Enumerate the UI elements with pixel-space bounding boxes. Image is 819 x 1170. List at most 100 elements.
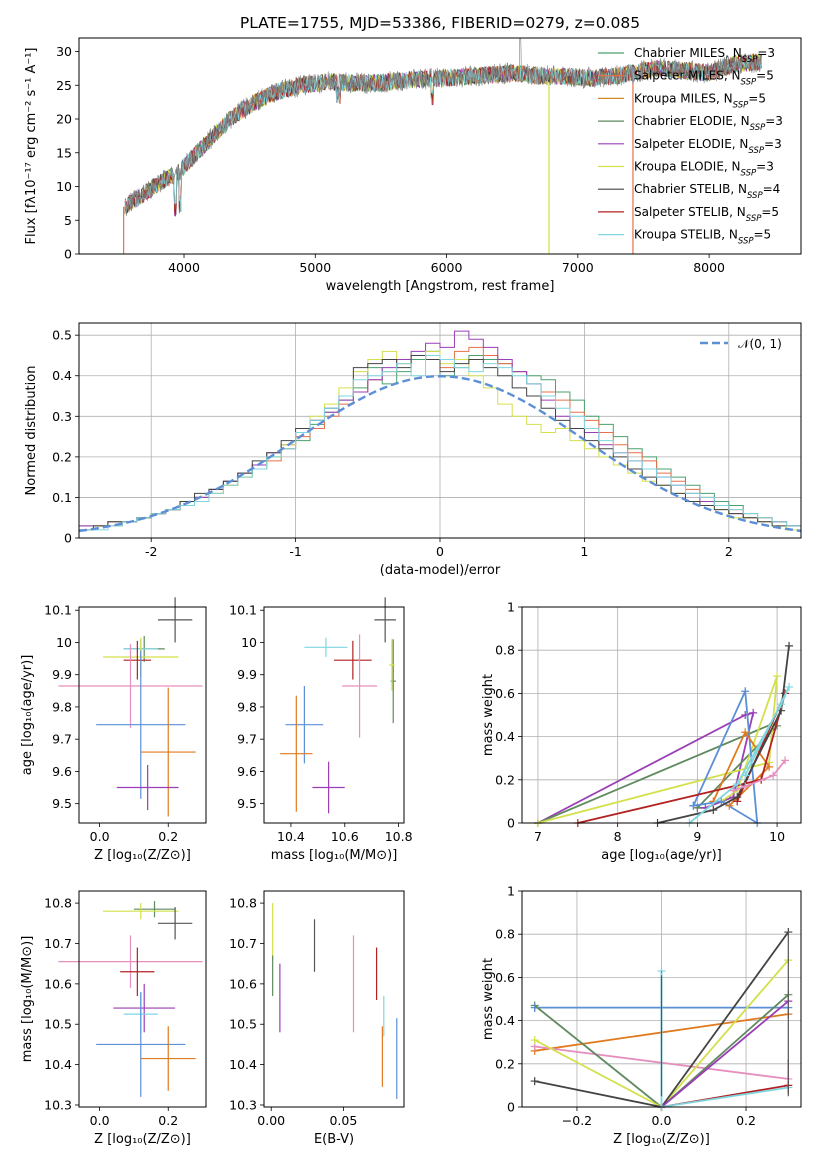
y-tick-label: 0.8	[495, 927, 515, 942]
mass-weight-vs-age-panel: 7 8 9 10 0 0.2 0.4 0.6 0.8 1 age [log₁₀(age/yr)] ma…	[481, 600, 802, 863]
x-tick-label: 0.0	[90, 829, 110, 844]
y-tick-label: 1	[507, 600, 515, 615]
y-tick-label: 9.5	[52, 796, 72, 811]
y-tick-label: 0.8	[495, 643, 515, 658]
y-tick-label: 9.7	[52, 732, 72, 747]
x-axis-label: (data-model)/error	[380, 563, 501, 578]
mass-weight-marker	[741, 728, 750, 737]
y-tick-label: 0	[64, 531, 72, 546]
x-axis-label: Z [log₁₀(Z/Z⊙)]	[94, 1132, 191, 1147]
mass-weight-marker	[530, 1077, 539, 1086]
y-axis-label: mass weight	[481, 958, 496, 1040]
y-tick-label: 30	[56, 44, 72, 59]
y-tick-label: 10.3	[229, 1097, 257, 1112]
x-tick-label: 0	[436, 544, 444, 559]
x-tick-label: 0.0	[652, 1113, 672, 1128]
mass-weight-marker	[709, 806, 718, 815]
histogram-step-line	[78, 354, 802, 538]
mass-weight-marker	[785, 641, 794, 650]
mass-vs-metallicity-panel: 0.0 0.2 10.3 10.4 10.5 10.6 10.7 10.8 Z [log₁₀(Z…	[20, 890, 207, 1147]
x-tick-label: 8	[614, 829, 622, 844]
y-tick-label: 5	[64, 213, 72, 228]
mass-weight-marker	[530, 1036, 539, 1045]
axes-frame	[263, 606, 405, 824]
x-axis-label: E(B-V)	[314, 1132, 354, 1147]
y-tick-label: 10	[241, 635, 257, 650]
x-tick-label: 9	[693, 829, 701, 844]
histogram-step-line	[78, 354, 802, 538]
y-tick-label: 10.4	[44, 1057, 72, 1072]
mass-weight-marker	[785, 682, 794, 691]
axes-frame	[521, 606, 802, 824]
y-tick-label: 10	[56, 635, 72, 650]
y-tick-label: 10	[56, 179, 72, 194]
mass-weight-line	[660, 1000, 789, 1108]
legend-label: Kroupa ELODIE, NSSP=3	[634, 160, 774, 179]
legend-label: Salpeter MILES, NSSP=5	[634, 69, 774, 88]
axes-frame	[521, 890, 802, 1108]
y-tick-label: 10.1	[229, 603, 257, 618]
mass-weight-marker	[741, 782, 750, 791]
x-tick-label: 10.4	[277, 829, 305, 844]
legend-label: 𝒩(0, 1)	[738, 337, 782, 351]
mass-weight-marker	[749, 708, 758, 717]
y-tick-label: 0.6	[495, 686, 515, 701]
x-tick-label: 10.6	[331, 829, 359, 844]
y-tick-label: 1	[507, 884, 515, 899]
y-tick-label: 10.7	[44, 936, 72, 951]
mass-weight-marker	[769, 771, 778, 780]
mass-weight-marker	[741, 687, 750, 696]
x-tick-label: 0.05	[329, 1113, 357, 1128]
axes-frame	[78, 322, 802, 539]
mass-vs-extinction-panel: 0.00 0.05 10.3 10.4 10.5 10.6 10.7 10.8 E(B-V)	[229, 890, 405, 1147]
y-tick-label: 25	[56, 78, 72, 93]
y-tick-label: 0	[64, 247, 72, 262]
legend-label: Kroupa STELIB, NSSP=5	[634, 228, 771, 247]
y-tick-label: 0.4	[495, 1013, 515, 1028]
x-tick-label: 7	[534, 829, 542, 844]
y-tick-label: 9.5	[237, 796, 257, 811]
mass-weight-marker	[717, 797, 726, 806]
x-axis-label: Z [log₁₀(Z/Z⊙)]	[613, 1132, 710, 1147]
y-tick-label: 10.5	[229, 1017, 257, 1032]
y-tick-label: 10.6	[229, 976, 257, 991]
mass-weight-vs-metallicity-panel: −0.2 0.0 0.2 0 0.2 0.4 0.6 0.8 1 Z [log₁₀(Z/Z⊙)] m…	[481, 884, 802, 1147]
x-tick-label: 7000	[562, 260, 594, 275]
y-tick-label: 0	[507, 816, 515, 831]
gaussian-curve	[78, 374, 802, 533]
x-tick-label: 8000	[693, 260, 725, 275]
x-tick-label: 4000	[168, 260, 200, 275]
mass-weight-marker	[733, 780, 742, 789]
y-axis-label: age [log₁₀(age/yr)]	[20, 655, 35, 776]
y-tick-label: 0.1	[52, 490, 72, 505]
y-tick-label: 9.9	[52, 667, 72, 682]
y-tick-label: 20	[56, 112, 72, 127]
age-vs-mass-panel: 10.4 10.6 10.8 9.5 9.6 9.7 9.8 9.9 10 10.1 mass [l…	[229, 597, 413, 863]
y-tick-label: 15	[56, 145, 72, 160]
y-tick-label: 9.6	[52, 764, 72, 779]
x-tick-label: 10	[769, 829, 785, 844]
x-tick-label: 6000	[431, 260, 463, 275]
y-tick-label: 0.4	[495, 729, 515, 744]
spectrum-panel: 4000 5000 6000 7000 8000 0 5 10 15 20 25 30 waveleng…	[24, 14, 802, 294]
y-tick-label: 0.6	[495, 970, 515, 985]
x-tick-label: −0.2	[562, 1113, 592, 1128]
mass-weight-marker	[729, 786, 738, 795]
age-vs-metallicity-panel: 0.0 0.2 9.5 9.6 9.7 9.8 9.9 10 10.1 Z [log₁₀(Z/Z⊙…	[20, 597, 207, 863]
mass-weight-marker	[741, 771, 750, 780]
x-axis-label: age [log₁₀(age/yr)]	[601, 848, 722, 863]
y-tick-label: 0.5	[52, 328, 72, 343]
mass-weight-line	[537, 722, 779, 824]
y-tick-label: 0.2	[495, 772, 515, 787]
x-tick-label: 2	[725, 544, 733, 559]
mass-weight-marker	[773, 672, 782, 681]
y-tick-label: 10.8	[44, 896, 72, 911]
mass-weight-marker	[725, 801, 734, 810]
x-tick-label: 5000	[299, 260, 331, 275]
x-tick-label: -1	[289, 544, 301, 559]
y-tick-label: 9.8	[237, 699, 257, 714]
chart-title: PLATE=1755, MJD=53386, FIBERID=0279, z=0…	[240, 14, 640, 32]
x-tick-label: 0.00	[257, 1113, 285, 1128]
y-tick-label: 0	[507, 1100, 515, 1115]
